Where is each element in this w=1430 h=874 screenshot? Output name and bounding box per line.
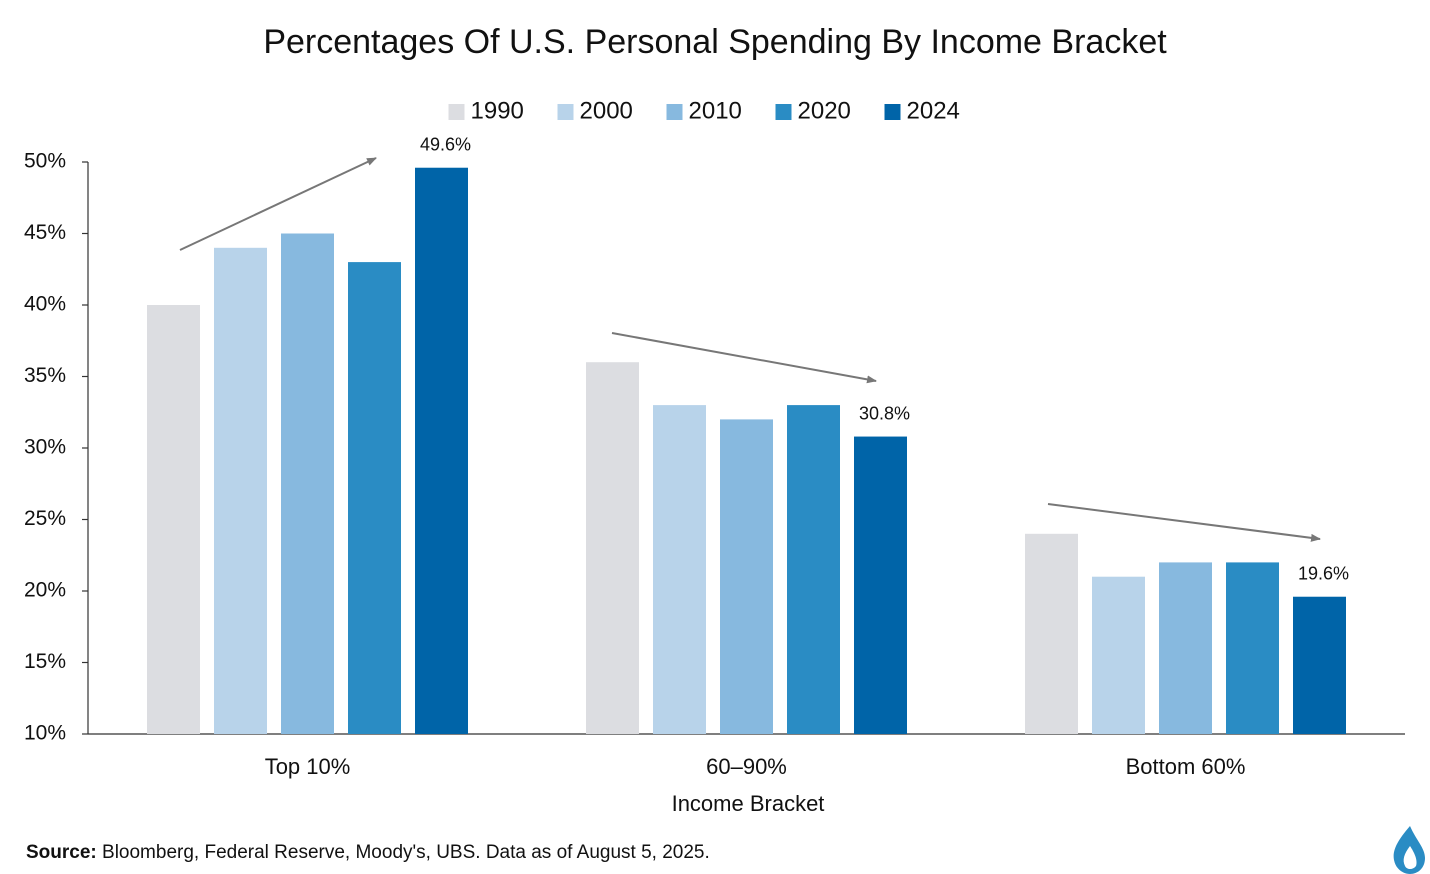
legend-swatch (884, 104, 901, 120)
x-tick-label: Top 10% (265, 754, 351, 779)
data-label: 19.6% (1298, 563, 1349, 583)
legend-label: 2020 (798, 97, 851, 124)
y-tick-label: 35% (24, 364, 66, 387)
bar (415, 167, 468, 735)
logo (1393, 826, 1425, 874)
bar (1226, 562, 1279, 734)
bar (586, 362, 639, 734)
bar (653, 405, 706, 734)
bar (1025, 533, 1078, 734)
x-tick-label: 60–90% (706, 754, 787, 779)
bar (214, 247, 267, 735)
legend-label: 1990 (471, 97, 524, 124)
y-tick-label: 40% (24, 293, 66, 316)
legend-swatch (775, 104, 792, 120)
y-tick-label: 50% (24, 150, 66, 173)
trend-arrow (179, 157, 377, 251)
y-tick-label: 45% (24, 221, 66, 244)
bar (348, 262, 401, 734)
bar (854, 436, 907, 734)
legend-swatch (557, 104, 574, 120)
legend-label: 2010 (689, 97, 742, 124)
y-tick-label: 15% (24, 650, 66, 673)
data-label: 49.6% (420, 134, 471, 154)
y-tick-label: 10% (24, 722, 66, 745)
legend-swatch (666, 104, 683, 120)
bar (147, 305, 200, 734)
bar (1092, 576, 1145, 734)
legend-swatch (448, 104, 465, 120)
source-text: Bloomberg, Federal Reserve, Moody's, UBS… (102, 842, 710, 863)
chart-title: Percentages Of U.S. Personal Spending By… (263, 23, 1167, 61)
trend-arrow (611, 332, 877, 384)
bar (720, 419, 773, 734)
data-label: 30.8% (859, 403, 910, 423)
x-axis-title: Income Bracket (672, 791, 825, 816)
x-tick-label: Bottom 60% (1126, 754, 1246, 779)
y-tick-label: 25% (24, 507, 66, 530)
legend-label: 2000 (580, 97, 633, 124)
legend-label: 2024 (907, 97, 960, 124)
y-tick-label: 30% (24, 436, 66, 459)
bar (281, 233, 334, 734)
bar (1293, 596, 1346, 734)
y-tick-label: 20% (24, 579, 66, 602)
bar (1159, 562, 1212, 734)
source-note: Source: Bloomberg, Federal Reserve, Mood… (26, 842, 710, 863)
source-label: Source: (26, 842, 97, 863)
trend-arrow (1047, 503, 1321, 542)
bar (787, 405, 840, 734)
